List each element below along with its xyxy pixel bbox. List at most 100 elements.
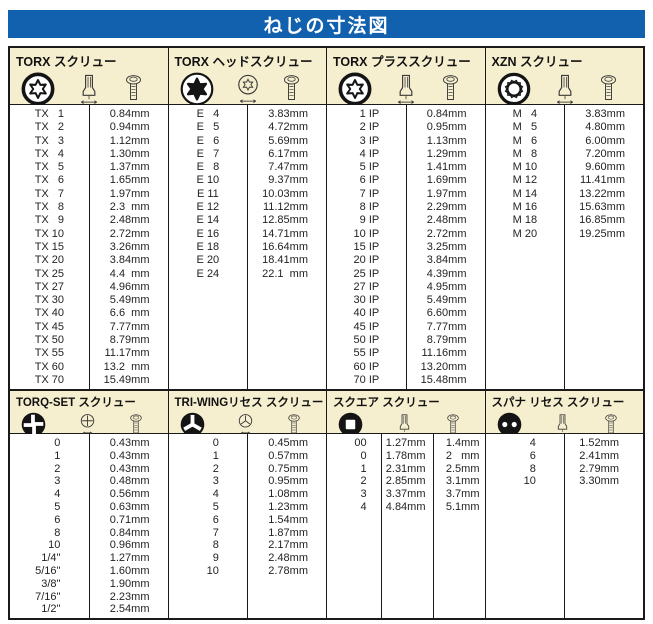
value-cell: 1.12mm (109, 134, 150, 147)
size-cell: 1 IP (353, 108, 380, 120)
size-cell: 6 (212, 513, 219, 526)
value-cell: 3.84mm (426, 254, 467, 267)
tri-wing-gauge-icon (237, 413, 254, 437)
value-cell: 4.4 mm (109, 267, 150, 280)
size-cell: 10 (206, 564, 219, 577)
column-title-spanner: スパナ リセス スクリュー (491, 397, 625, 409)
value-cell: 2.41mm (579, 449, 619, 462)
size-cell: E 6 (196, 134, 220, 147)
value-cell: 13.22mm (579, 187, 625, 200)
size-cell: 4 (360, 500, 367, 513)
value-cell: 11.41mm (579, 174, 625, 187)
size-cell: 2 (212, 462, 219, 475)
size-cell: TX 6 (34, 174, 65, 187)
value-cell: 16.85mm (579, 214, 625, 227)
column-data-spanner: 4 6 8 10 1.52mm 2.41mm 2.79mm 3.30mm (485, 434, 643, 618)
size-cell: 00 (354, 437, 367, 449)
size-cell: 10 IP (353, 227, 380, 240)
size-cell: 8 (54, 526, 61, 539)
value-cell: 6.6 mm (109, 307, 150, 320)
size-cell: 2 (360, 475, 367, 488)
value-cell: 11.16mm (421, 347, 467, 360)
value-cell: 9.60mm (585, 161, 625, 174)
torq-set-gauge-icon (79, 413, 96, 437)
size-cell: 55 IP (353, 347, 380, 360)
column-torx-plus: TORX プラススクリュー 1 IP 2 IP 3 IP 4 IP 5 IP 6… (327, 48, 486, 389)
value-cell: 2.48mm (426, 214, 467, 227)
size-cell: E 11 (196, 187, 219, 200)
value-cell: 5.69mm (268, 134, 308, 147)
column-header-torx-plus: TORX プラススクリュー (327, 48, 485, 106)
value-list-torx-head: 3.83mm 4.72mm 5.69mm 6.17mm 7.47mm 9.37mm 10.0… (247, 105, 326, 389)
value-cell: 2.85mm (385, 475, 426, 488)
section-other-types: TORQ-SET スクリュー 0 1 2 3 4 5 6 8 10 1/4" 5/16" 3/8" 7/… (10, 391, 643, 618)
column-title-torq-set: TORQ-SET スクリュー (16, 397, 136, 409)
column-icons-torx-head (175, 70, 327, 109)
value-cell: 2.72mm (426, 227, 467, 240)
value-cell: 4.39mm (426, 267, 467, 280)
size-cell: 10 (48, 539, 61, 552)
size-cell: 20 IP (353, 254, 380, 267)
size-cell: TX 55 (34, 347, 65, 360)
size-list-torx: TX 1 TX 2 TX 3 TX 4 TX 5 TX 6 TX 7 TX 8 TX 9 TX 1… (10, 105, 89, 389)
size-cell: 8 (212, 539, 219, 552)
column-icons-torq-set (16, 410, 168, 440)
xzn-bit-icon (553, 73, 577, 106)
size-cell: E 8 (196, 161, 220, 174)
value-cell: 0.95mm (268, 475, 308, 488)
size-cell: 27 IP (353, 280, 380, 293)
size-list-square: 00 0 1 2 3 4 (327, 434, 381, 618)
value-cell: 4.72mm (268, 121, 308, 134)
value-cell: 0.43mm (109, 437, 150, 449)
size-cell: TX 7 (34, 187, 65, 200)
value2-cell: 2 mm (445, 449, 480, 462)
value-cell: 0.43mm (109, 462, 150, 475)
size-cell: TX 20 (34, 254, 65, 267)
value-cell: 1.27mm (385, 437, 426, 449)
size-cell: 6 (54, 513, 61, 526)
value-cell: 1.69mm (426, 174, 467, 187)
size-cell: 3/8" (41, 577, 61, 590)
value-cell: 0.75mm (268, 462, 308, 475)
size-cell: 1/2" (41, 603, 61, 616)
size-cell: 4 (212, 488, 219, 501)
size-cell: TX 27 (34, 280, 65, 293)
size-cell: M 14 (512, 187, 538, 200)
column-torq-set: TORQ-SET スクリュー 0 1 2 3 4 5 6 8 10 1/4" 5/16" 3/8" 7/… (10, 391, 169, 618)
value-list-tri-wing: 0.45mm 0.57mm 0.75mm 0.95mm 1.08mm 1.23mm 1.54… (247, 434, 326, 618)
column-header-tri-wing: TRI-WINGリセス スクリュー (168, 391, 326, 437)
spanner-bit-icon (554, 413, 571, 437)
torx-screw-icon (123, 73, 144, 105)
value-cell: 1.30mm (109, 147, 150, 160)
value-cell: 13.2 mm (103, 360, 150, 373)
value-cell: 13.20mm (420, 360, 467, 373)
size-cell: TX 60 (34, 360, 65, 373)
size-cell: 8 IP (353, 201, 380, 214)
size-cell: 10 (523, 475, 536, 488)
size-cell: 1 (54, 449, 61, 462)
value-cell: 1.60mm (109, 564, 150, 577)
value-cell: 0.45mm (268, 437, 308, 449)
column-title-xzn: XZN スクリュー (491, 55, 583, 69)
value2-cell: 2.5mm (445, 462, 480, 475)
column-data-tri-wing: 0 1 2 3 4 5 6 7 8 9 10 0.45mm 0.57mm 0.75mm 0.95mm 1.08… (168, 434, 326, 618)
value-list-torx: 0.84mm 0.94mm 1.12mm 1.30mm 1.37mm 1.65mm 1.97… (88, 105, 168, 389)
value-cell: 3.26mm (109, 240, 150, 253)
value-cell: 2.78mm (268, 564, 308, 577)
value-cell: 3.83mm (585, 108, 625, 120)
size-cell: TX 9 (34, 214, 65, 227)
value-cell: 0.84mm (426, 108, 467, 120)
spanner-recess-icon (496, 411, 523, 438)
size-cell: TX 1 (34, 108, 65, 120)
column-tri-wing: TRI-WINGリセス スクリュー 0 1 2 3 4 5 6 7 8 9 10 0.45mm 0.57… (168, 391, 327, 618)
torq-set-recess-icon (20, 411, 47, 438)
size-cell: E 16 (196, 227, 220, 240)
value-cell: 0.84mm (109, 526, 150, 539)
torx-bit-icon (77, 73, 101, 106)
column-title-torx-plus: TORX プラススクリュー (333, 55, 471, 69)
value-cell: 4.84mm (385, 500, 426, 513)
